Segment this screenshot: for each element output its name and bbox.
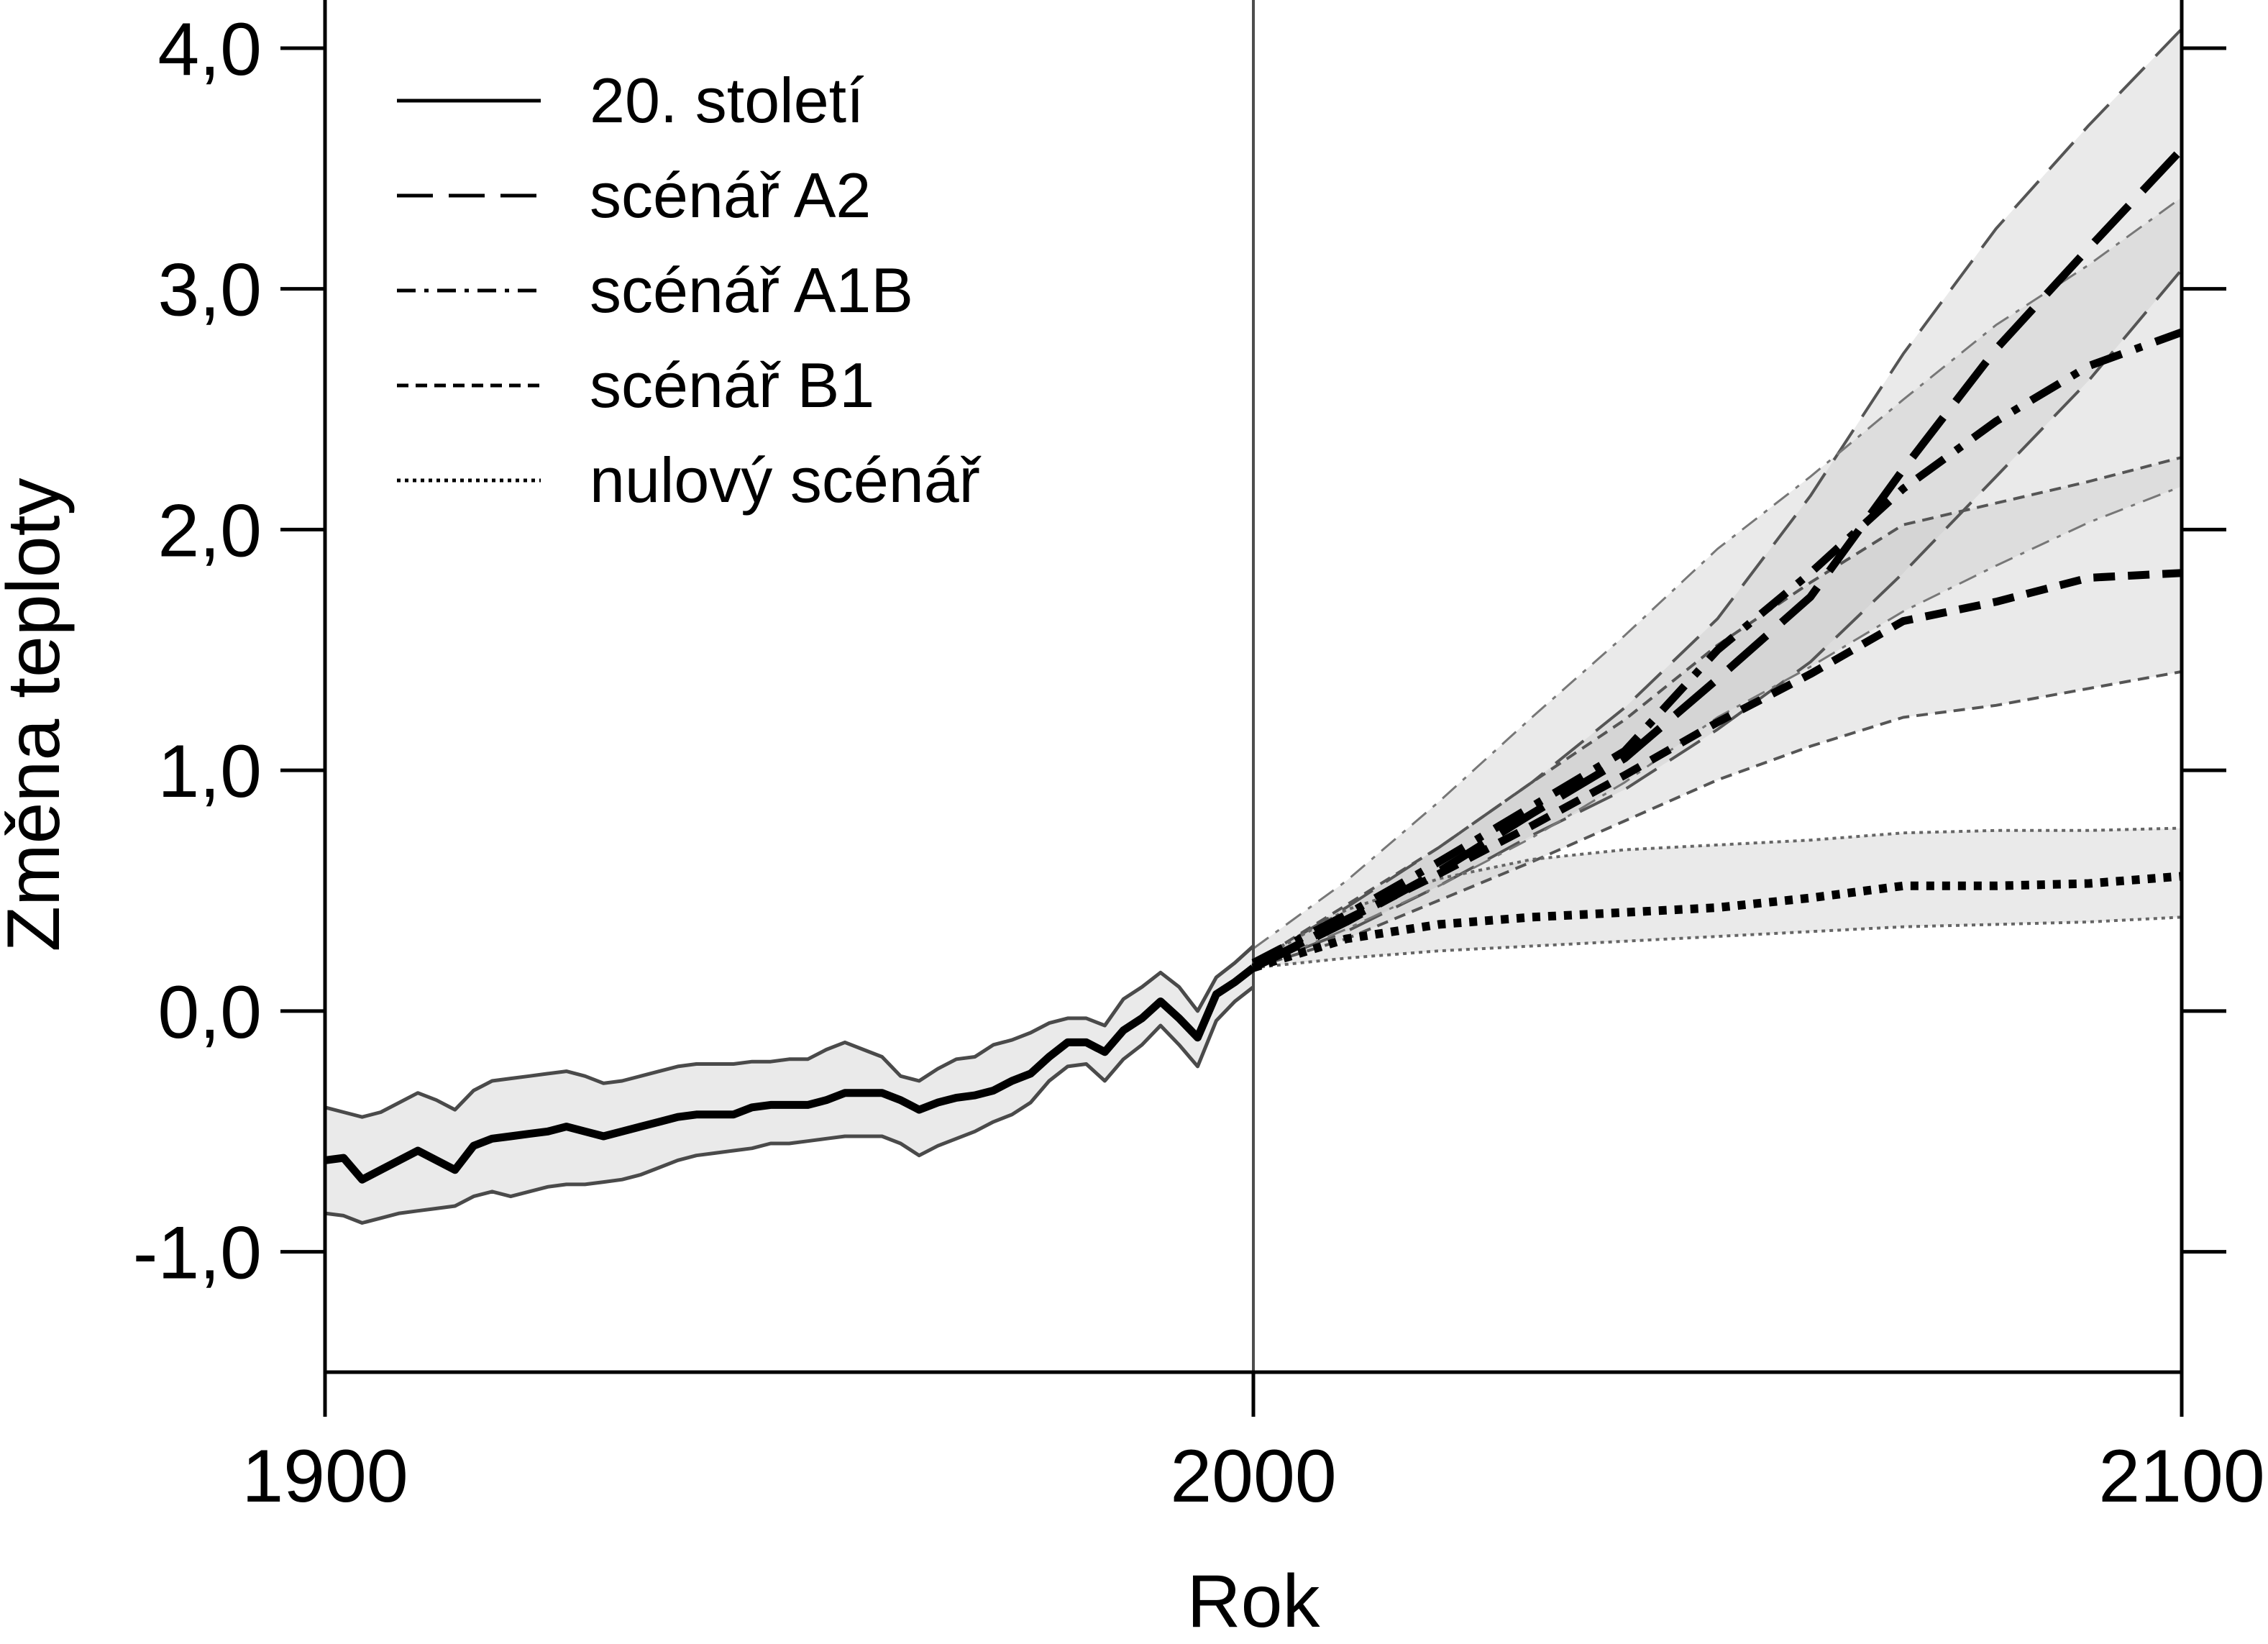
- y-axis-title: Změna teploty: [0, 478, 76, 952]
- series-line-solid: [324, 964, 1256, 1184]
- legend-label: 20. století: [590, 65, 864, 136]
- band-dashdot: [1253, 197, 2182, 968]
- legend: 20. století scénář A2 scénář A1B scénář B1 n…: [397, 65, 982, 516]
- y-tick-label: 2,0: [157, 489, 262, 572]
- legend-label: scénář B1: [590, 350, 874, 421]
- series-line-dashdot: [1251, 328, 2183, 967]
- series-line-dash: [1251, 569, 2182, 972]
- y-axis-tick-labels: 4,0 3,0 2,0 1,0 0,0 -1,0: [133, 8, 262, 1295]
- band-dot: [1253, 828, 2182, 968]
- bound-lower-dashdot: [1253, 485, 2182, 969]
- y-tick-label: 0,0: [157, 971, 262, 1054]
- axis-ticks: [280, 46, 2226, 1417]
- x-tick-label: 2100: [2098, 1435, 2264, 1518]
- y-tick-label: -1,0: [133, 1212, 262, 1295]
- bound-upper-longdash: [1252, 27, 2183, 964]
- bound-lower-solid: [324, 985, 1255, 1225]
- x-axis-title: Rok: [1187, 1560, 1321, 1643]
- x-tick-label: 2000: [1170, 1435, 1336, 1518]
- series-lines: [324, 146, 2185, 1184]
- x-tick-label: 1900: [242, 1435, 408, 1518]
- bound-upper-dashdot: [1253, 196, 2182, 950]
- band-solid: [325, 946, 1253, 1223]
- y-tick-label: 3,0: [157, 249, 262, 332]
- y-tick-label: 1,0: [157, 730, 262, 813]
- y-tick-label: 4,0: [157, 8, 262, 91]
- bound-upper-dot: [1253, 826, 2182, 964]
- legend-label: scénář A1B: [590, 255, 913, 326]
- legend-label: scénář A2: [590, 160, 871, 231]
- x-axis-tick-labels: 1900 2000 2100: [242, 1435, 2264, 1518]
- legend-label: nulový scénář: [590, 444, 982, 516]
- uncertainty-bands: [325, 29, 2182, 1223]
- series-line-dot: [1252, 872, 2182, 972]
- band-dash: [1253, 457, 2182, 968]
- bound-upper-solid: [324, 944, 1255, 1119]
